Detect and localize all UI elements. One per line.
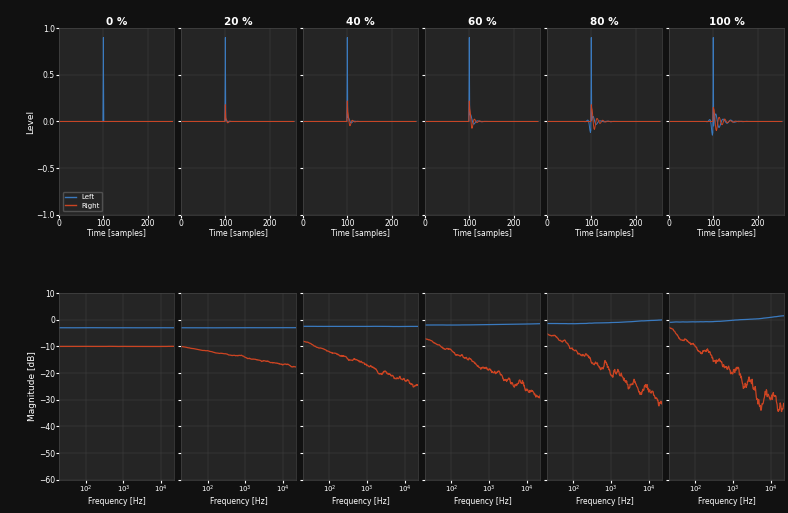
X-axis label: Frequency [Hz]: Frequency [Hz] [697, 497, 756, 505]
Title: 0 %: 0 % [106, 17, 128, 27]
X-axis label: Time [samples]: Time [samples] [697, 229, 756, 239]
X-axis label: Frequency [Hz]: Frequency [Hz] [210, 497, 267, 505]
X-axis label: Time [samples]: Time [samples] [87, 229, 146, 239]
X-axis label: Frequency [Hz]: Frequency [Hz] [454, 497, 511, 505]
X-axis label: Time [samples]: Time [samples] [575, 229, 634, 239]
X-axis label: Frequency [Hz]: Frequency [Hz] [87, 497, 146, 505]
X-axis label: Time [samples]: Time [samples] [453, 229, 512, 239]
X-axis label: Frequency [Hz]: Frequency [Hz] [332, 497, 389, 505]
Legend: Left, Right: Left, Right [62, 192, 102, 211]
X-axis label: Frequency [Hz]: Frequency [Hz] [576, 497, 634, 505]
Y-axis label: Magnitude [dB]: Magnitude [dB] [28, 351, 37, 421]
X-axis label: Time [samples]: Time [samples] [331, 229, 390, 239]
Y-axis label: Level: Level [26, 109, 35, 133]
Title: 20 %: 20 % [225, 17, 253, 27]
Title: 60 %: 60 % [468, 17, 497, 27]
Title: 40 %: 40 % [346, 17, 375, 27]
Title: 100 %: 100 % [708, 17, 745, 27]
Title: 80 %: 80 % [590, 17, 619, 27]
X-axis label: Time [samples]: Time [samples] [209, 229, 268, 239]
